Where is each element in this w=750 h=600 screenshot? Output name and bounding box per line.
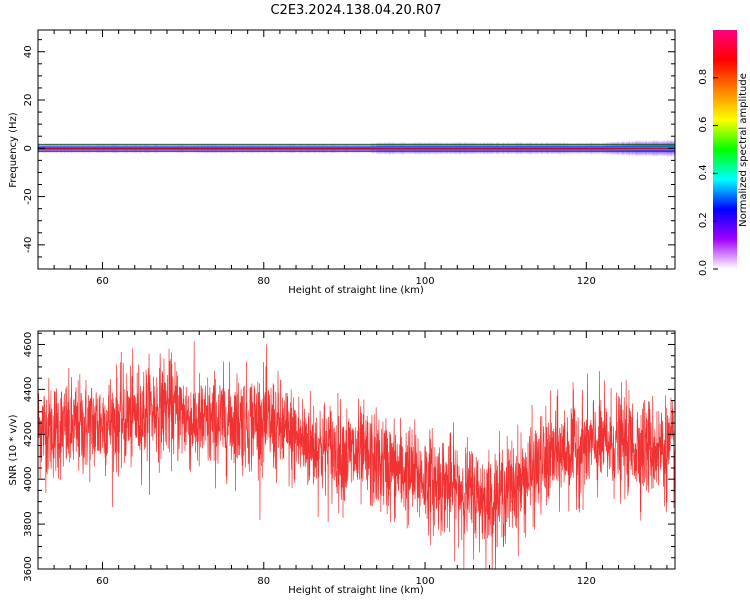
snr-y-tick-label: 4200 [23,422,34,447]
snr-x-tick-label: 120 [577,576,596,587]
spectrogram-y-tick-label: 20 [23,94,34,107]
snr-x-ticks: 60 80 100 120 [37,331,668,587]
colorbar-tick-label: 0.8 [698,69,709,85]
spectrogram-x-tick-label: 100 [415,276,434,287]
spectrogram-frame [37,29,676,270]
colorbar-ticks: 0.0 0.2 0.4 0.6 0.8 [698,69,718,276]
colorbar-tick-label: 0.0 [698,260,709,276]
snr-x-tick-label: 100 [415,576,434,587]
snr-panel: 60 80 100 120 3600 3800 4000 4200 4400 4600 Heig… [8,330,676,596]
colorbar-label: Normalized spectral amplitude [738,73,749,227]
snr-y-label: SNR (10 * v/v) [8,414,19,485]
spectrogram-y-label: Frequency (Hz) [8,112,19,188]
colorbar-tick-label: 0.6 [698,117,709,133]
colorbar: 0.0 0.2 0.4 0.6 0.8 Normalized spectral ampl… [698,30,749,276]
snr-x-tick-label: 60 [96,576,109,587]
snr-x-label: Height of straight line (km) [288,585,424,596]
figure-title: C2E3.2024.138.04.20.R07 [270,3,441,18]
spectral-band [38,138,675,158]
spectrogram-panel: 60 80 100 120 40 20 0 -20 -40 Height of straigh… [8,29,676,296]
snr-x-tick-label: 80 [257,576,270,587]
spectrogram-x-tick-label: 120 [577,276,596,287]
colorbar-tick-label: 0.2 [698,212,709,228]
snr-frame [37,330,676,570]
snr-y-tick-label: 4600 [23,332,34,357]
colorbar-scale [713,30,737,269]
snr-y-tick-label: 4000 [23,466,34,491]
spectrogram-y-ticks: 40 20 0 -20 -40 [23,39,675,270]
snr-y-tick-label: 3600 [23,556,34,581]
spectrogram-x-tick-label: 60 [96,276,109,287]
colorbar-tick-label: 0.4 [698,164,709,180]
snr-y-ticks: 3600 3800 4000 4200 4400 4600 [23,332,675,582]
spectrogram-y-tick-label: 0 [23,145,34,151]
spectrogram-x-tick-label: 80 [257,276,270,287]
spectrogram-y-tick-label: -20 [23,188,34,204]
snr-y-tick-label: 3800 [23,511,34,536]
snr-y-tick-label: 4400 [23,377,34,402]
spectrogram-y-tick-label: -40 [23,237,34,253]
spectrogram-x-ticks: 60 80 100 120 [37,30,668,287]
spectrogram-x-label: Height of straight line (km) [288,285,424,296]
spectrogram-y-tick-label: 40 [23,45,34,58]
snr-series-line [38,341,675,569]
